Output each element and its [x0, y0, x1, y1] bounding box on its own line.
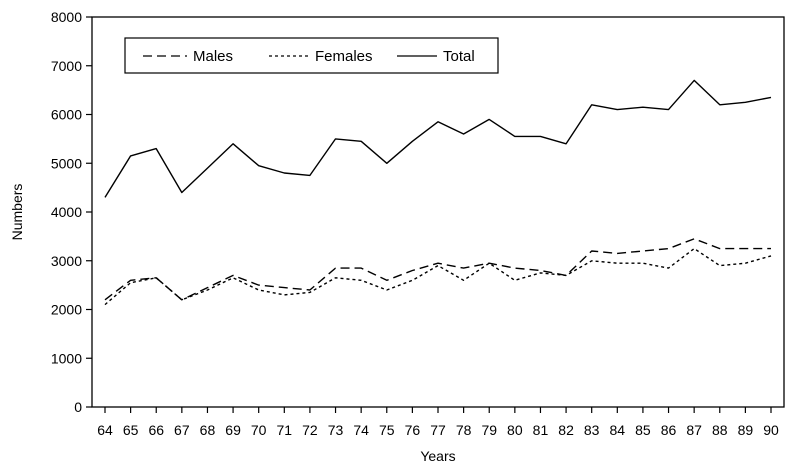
- y-tick-label: 5000: [51, 155, 82, 171]
- x-tick-label: 75: [379, 422, 395, 438]
- legend-label-females: Females: [315, 48, 373, 65]
- series-layer: [104, 79, 772, 306]
- x-tick-label: 79: [481, 422, 497, 438]
- x-tick-label: 66: [148, 422, 164, 438]
- y-tick-label: 1000: [51, 350, 82, 366]
- x-tick-label: 84: [610, 422, 626, 438]
- x-tick-label: 83: [584, 422, 600, 438]
- x-tick-label: 80: [507, 422, 523, 438]
- x-tick-label: 77: [430, 422, 446, 438]
- y-tick-label: 0: [74, 399, 82, 415]
- x-tick-label: 76: [405, 422, 421, 438]
- y-tick-label: 6000: [51, 107, 82, 123]
- series-line-females: [104, 247, 772, 306]
- y-tick-label: 7000: [51, 58, 82, 74]
- y-tick-label: 2000: [51, 302, 82, 318]
- plot-area-frame: [91, 16, 785, 408]
- x-tick-label: 67: [174, 422, 190, 438]
- x-tick-label: 85: [635, 422, 651, 438]
- x-tick-label: 69: [225, 422, 241, 438]
- x-tick-label: 87: [686, 422, 702, 438]
- x-tick-label: 65: [123, 422, 139, 438]
- x-tick-label: 70: [251, 422, 267, 438]
- x-axis: 64 65 66 67 68 69 70 71 72 73 74 75 76 77 78 79 80 81 82 83…: [97, 407, 779, 438]
- x-tick-label: 74: [353, 422, 369, 438]
- x-tick-label: 90: [763, 422, 779, 438]
- x-tick-label: 88: [712, 422, 728, 438]
- legend: Males Females Total: [124, 37, 499, 74]
- legend-label-males: Males: [193, 48, 233, 65]
- x-axis-title: Years: [420, 448, 455, 464]
- series-line-males: [104, 238, 771, 301]
- y-axis-title: Numbers: [9, 184, 25, 241]
- x-tick-label: 71: [277, 422, 293, 438]
- x-tick-label: 64: [97, 422, 113, 438]
- x-tick-label: 73: [328, 422, 344, 438]
- y-tick-label: 3000: [51, 253, 82, 269]
- x-tick-label: 86: [661, 422, 677, 438]
- x-tick-label: 82: [558, 422, 574, 438]
- x-tick-label: 89: [738, 422, 754, 438]
- x-tick-label: 68: [200, 422, 216, 438]
- x-tick-label: 81: [533, 422, 549, 438]
- y-tick-label: 4000: [51, 204, 82, 220]
- y-tick-label: 8000: [51, 9, 82, 25]
- series-line-total: [104, 79, 772, 198]
- y-axis: 0 1000 2000 3000 4000 5000 6000 7000 8000: [51, 9, 92, 415]
- x-tick-label: 78: [456, 422, 472, 438]
- legend-label-total: Total: [443, 48, 475, 65]
- x-tick-label: 72: [302, 422, 318, 438]
